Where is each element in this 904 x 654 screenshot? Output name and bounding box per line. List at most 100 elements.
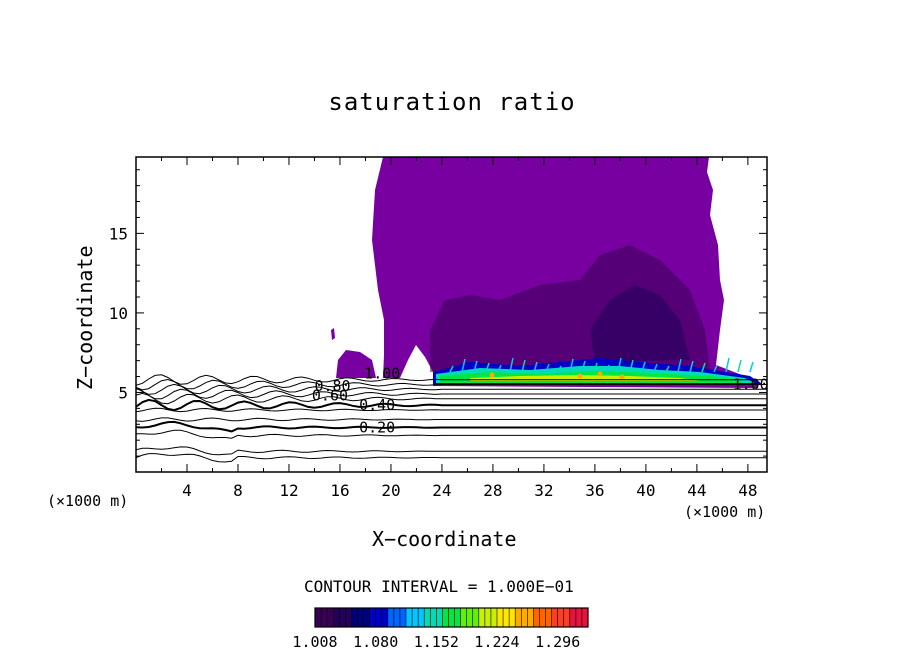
contour-line	[136, 392, 767, 405]
contour-line	[136, 417, 767, 422]
colorbar-segment	[315, 608, 322, 627]
x-tick-label: 44	[687, 481, 706, 500]
colorbar-segment	[399, 608, 407, 627]
colorbar-segment	[533, 608, 540, 627]
colorbar-segment	[436, 608, 443, 627]
colorbar-segment	[460, 608, 468, 627]
colorbar-segment	[333, 608, 340, 627]
colorbar-segment	[575, 608, 583, 627]
colorbar-frame	[314, 607, 589, 628]
streak	[497, 364, 502, 373]
streak	[629, 359, 634, 373]
x-tick-label: 12	[279, 481, 298, 500]
peak-spot	[619, 374, 625, 380]
contour-label: 1.00	[364, 364, 400, 382]
streak	[641, 361, 646, 373]
streak	[485, 362, 490, 373]
x-tick-label: 4	[182, 481, 192, 500]
colorbar-segment	[527, 608, 534, 627]
peak-spot	[597, 371, 603, 377]
saturation-field-layer	[331, 157, 762, 388]
contour-line	[136, 407, 767, 413]
colorbar: 1.008 1.080 1.152 1.224 1.296	[292, 607, 589, 651]
x-tick-label: 8	[233, 481, 243, 500]
streak	[521, 359, 526, 373]
colorbar-segment	[503, 608, 510, 627]
colorbar-segment	[369, 608, 377, 627]
streak	[569, 358, 574, 373]
contour-lines-layer	[136, 374, 767, 463]
colorbar-segment	[521, 608, 528, 627]
streak	[665, 365, 670, 373]
colorbar-segment	[357, 608, 365, 627]
colorbar-tick-label: 1.008	[292, 633, 337, 651]
colorbar-segment	[412, 608, 419, 627]
colorbar-segment	[557, 608, 565, 627]
x-tick-label: 36	[585, 481, 604, 500]
colorbar-segment	[454, 608, 462, 627]
colorbar-segment	[545, 608, 553, 627]
colorbar-segment	[321, 608, 328, 627]
colorbar-segment	[363, 608, 371, 627]
saturated-speck	[331, 328, 335, 340]
colorbar-segment	[466, 608, 474, 627]
contour-label: 0.20	[359, 418, 395, 436]
inner-shade-dark	[590, 285, 690, 362]
colorbar-segment	[442, 608, 449, 627]
contour-line	[136, 378, 767, 391]
streak	[749, 361, 754, 373]
x-tick-label: 20	[381, 481, 400, 500]
streak	[713, 364, 718, 373]
colorbar-segment	[484, 608, 492, 627]
peak-spot	[489, 372, 495, 378]
contour-label: 1.00	[733, 376, 769, 394]
colorbar-segment	[351, 608, 358, 627]
colorbar-segment	[515, 608, 522, 627]
colorbar-segment	[430, 608, 437, 627]
colorbar-segment	[393, 608, 401, 627]
streak	[581, 360, 586, 373]
chart-title: saturation ratio	[328, 88, 576, 116]
streak	[461, 358, 466, 373]
streak	[545, 363, 550, 373]
streak	[449, 365, 454, 373]
contour-line	[136, 383, 767, 395]
y-axis-label: Z−coordinate	[73, 245, 97, 391]
streak	[677, 358, 682, 373]
colorbar-segment	[418, 608, 425, 627]
streak	[617, 357, 622, 373]
colorbar-tick-label: 1.224	[474, 633, 519, 651]
colorbar-segment	[478, 608, 486, 627]
streak	[509, 357, 514, 373]
streak	[593, 362, 598, 373]
colorbar-segment	[509, 608, 516, 627]
colorbar-segment	[381, 608, 389, 627]
contour-line	[136, 453, 767, 463]
x-tick-label: 32	[534, 481, 553, 500]
saturated-region-small	[336, 350, 376, 378]
x-tick-label: 28	[483, 481, 502, 500]
streak	[725, 357, 730, 373]
streak	[473, 360, 478, 373]
y-tick-label: 10	[109, 304, 128, 323]
y-tick-label: 5	[118, 383, 128, 402]
colorbar-segment	[539, 608, 547, 627]
colorbar-segment	[581, 608, 589, 627]
colorbar-segment	[563, 608, 571, 627]
colorbar-segment	[339, 608, 346, 627]
colorbar-segment	[345, 608, 352, 627]
colorbar-tick-label: 1.080	[353, 633, 398, 651]
colorbar-segment	[551, 608, 559, 627]
streak	[701, 362, 706, 373]
contour-line	[136, 446, 767, 456]
plot-frame	[135, 156, 768, 473]
colorbar-segment	[490, 608, 498, 627]
colorbar-segment	[569, 608, 577, 627]
y-tick-label: 15	[109, 224, 128, 243]
streak	[653, 363, 658, 373]
streak	[737, 359, 742, 373]
contour-line	[136, 374, 767, 386]
colorbar-segment	[497, 608, 504, 627]
contour-labels-layer: 0.20 0.40 0.600.80 1.00 1.00	[312, 364, 769, 436]
